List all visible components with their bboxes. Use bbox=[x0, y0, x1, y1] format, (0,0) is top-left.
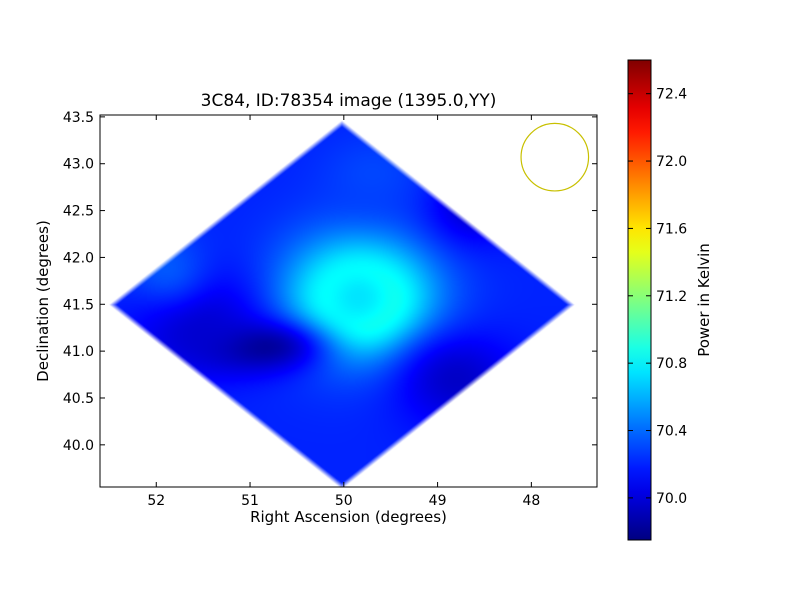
x-tick-label: 50 bbox=[335, 493, 353, 509]
y-tick-label: 40.0 bbox=[63, 438, 94, 454]
colorbar-tick-label: 71.6 bbox=[656, 221, 687, 237]
colorbar-tick-label: 70.0 bbox=[656, 491, 687, 507]
chart-title: 3C84, ID:78354 image (1395.0,YY) bbox=[201, 91, 497, 111]
plot-frame bbox=[99, 114, 598, 488]
x-tick-label: 48 bbox=[522, 493, 540, 509]
y-axis-label: Declination (degrees) bbox=[34, 220, 52, 382]
y-tick-label: 41.0 bbox=[63, 344, 94, 360]
plot-area bbox=[100, 115, 597, 487]
colorbar: 70.0 70.4 70.8 71.2 71.6 72.0 72.4 bbox=[627, 59, 687, 541]
colorbar-tick-label: 71.2 bbox=[656, 289, 687, 305]
colorbar-tick-label: 70.4 bbox=[656, 424, 687, 440]
beam-circle bbox=[520, 122, 590, 192]
colorbar-tick-label: 72.0 bbox=[656, 154, 687, 170]
x-tick-label: 51 bbox=[241, 493, 259, 509]
y-tick-label: 42.5 bbox=[63, 204, 94, 220]
y-tick-label: 42.0 bbox=[63, 250, 94, 266]
colorbar-ticks: 70.0 70.4 70.8 71.2 71.6 72.0 72.4 bbox=[628, 87, 687, 507]
x-tick-label: 49 bbox=[429, 493, 447, 509]
colorbar-fill bbox=[627, 59, 652, 541]
colorbar-tick-label: 70.8 bbox=[656, 356, 687, 372]
y-axis: 40.0 40.5 41.0 41.5 42.0 42.5 43.0 43.5 bbox=[63, 110, 597, 454]
x-tick-label: 52 bbox=[147, 493, 165, 509]
y-tick-label: 43.5 bbox=[63, 110, 94, 126]
heatmap-image bbox=[100, 115, 597, 487]
y-tick-label: 43.0 bbox=[63, 157, 94, 173]
x-axis-label: Right Ascension (degrees) bbox=[250, 508, 447, 526]
colorbar-tick-label: 72.4 bbox=[656, 87, 687, 103]
colorbar-label: Power in Kelvin bbox=[695, 243, 713, 357]
y-tick-label: 41.5 bbox=[63, 297, 94, 313]
x-axis: 52 51 50 49 48 bbox=[147, 115, 540, 509]
y-tick-label: 40.5 bbox=[63, 391, 94, 407]
